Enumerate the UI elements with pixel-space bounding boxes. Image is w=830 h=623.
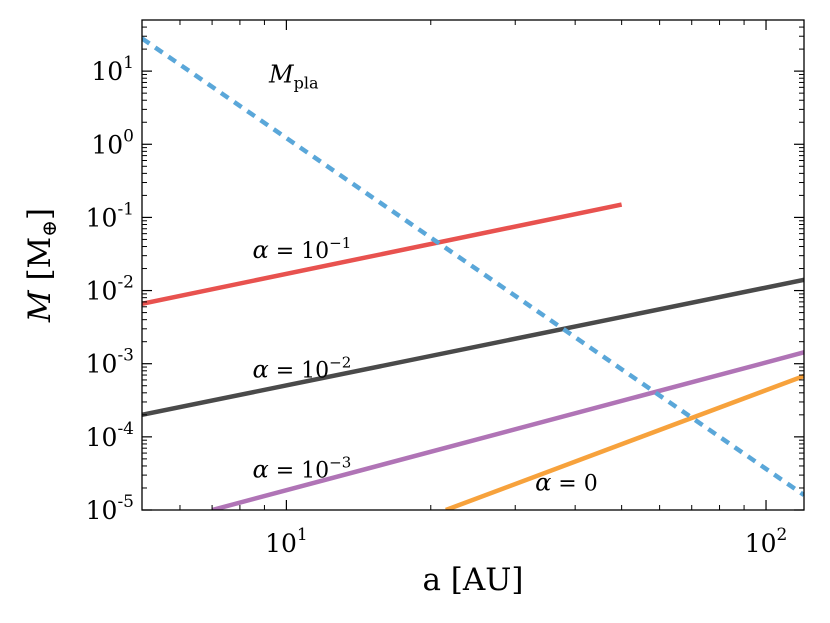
y-axis-label: M [M⊕] — [22, 208, 61, 323]
y-tick-label-4: 10-2 — [86, 273, 134, 306]
series-label-5: Mpla — [268, 60, 319, 92]
series-line-4 — [445, 373, 804, 510]
x-tick-label-1: 101 — [265, 525, 308, 558]
tick-labels-layer: 10-5 10-4 10-3 10-2 10-1 100 101 101 102 — [86, 53, 788, 558]
y-tick-label-2: 10-4 — [86, 419, 134, 452]
y-axis-label-close: ] — [22, 208, 58, 220]
series-line-1 — [142, 202, 623, 306]
series-label-2: α = 10−2 — [253, 353, 352, 383]
series-line-2 — [142, 277, 804, 418]
y-tick-label-1: 10-5 — [86, 492, 134, 525]
series-line-5 — [142, 36, 804, 497]
plot-frame — [141, 19, 805, 511]
y-tick-label-5: 10-1 — [86, 199, 134, 232]
x-tick-label-2: 102 — [745, 525, 788, 558]
series-label-1: α = 10−1 — [253, 234, 352, 264]
x-axis-label: a [AU] — [422, 562, 523, 598]
y-tick-label-3: 10-3 — [86, 346, 134, 379]
series-label-3: α = 10−3 — [253, 453, 352, 483]
series-line-3 — [211, 350, 804, 510]
series-label-4: α = 0 — [535, 468, 598, 496]
y-axis-label-sub: ⊕ — [37, 220, 61, 237]
ticks-layer — [142, 20, 804, 511]
annotations-layer: α = 10−1 α = 10−2 α = 10−3 α = 0 Mpla — [253, 60, 598, 496]
y-axis-label-symbol: M — [22, 289, 58, 323]
y-tick-label-7: 101 — [91, 53, 134, 86]
series-layer — [142, 36, 804, 510]
y-tick-label-6: 100 — [91, 126, 134, 159]
y-axis-label-bracket: [M — [22, 237, 58, 291]
